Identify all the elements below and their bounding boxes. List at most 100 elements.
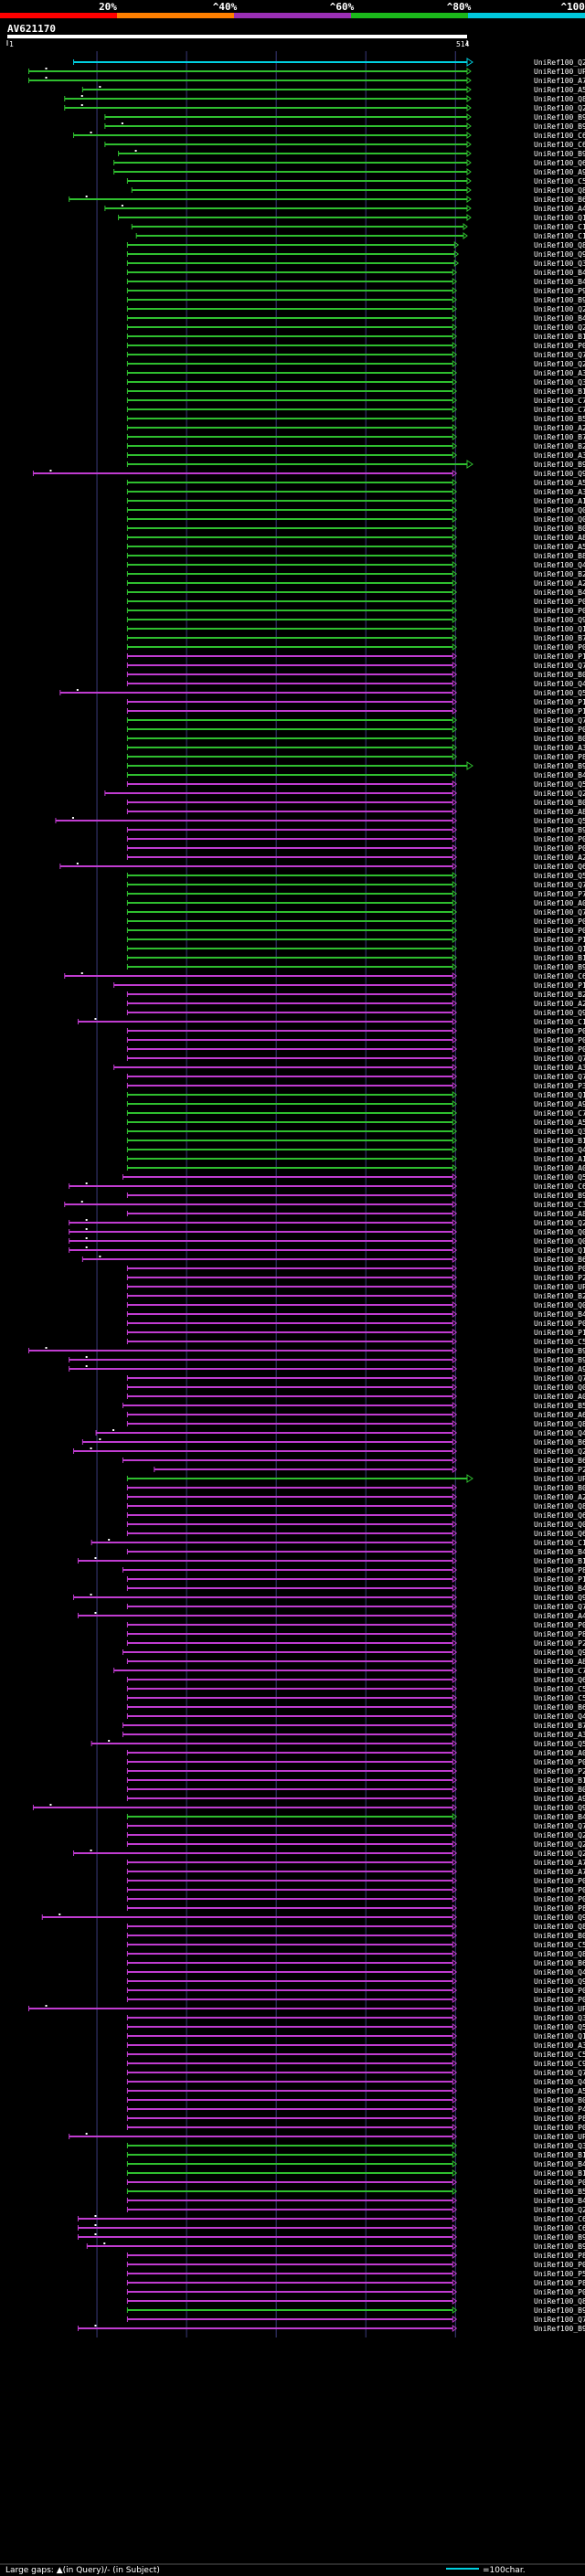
hit-row[interactable]: UniRef100_B5IMX4 (126, 415, 585, 423)
hit-row[interactable]: UniRef100_B0JUB3 (126, 735, 585, 743)
hit-label[interactable]: UniRef100_P51320 (534, 2270, 585, 2278)
hit-label[interactable]: UniRef100_P13106 (534, 707, 585, 716)
hit-label[interactable]: UniRef100_Q2HZ23 (534, 58, 585, 67)
hit-label[interactable]: UniRef100_B0CCV6 (534, 1786, 585, 1794)
hit-label[interactable]: UniRef100_B1WQ49 (534, 333, 585, 341)
hit-label[interactable]: UniRef100_A9TW10 (534, 168, 585, 176)
hit-row[interactable]: UniRef100_A7NWN4 (28, 77, 585, 85)
hit-label[interactable]: UniRef100_P00236 (534, 1027, 585, 1035)
hit-row[interactable]: UniRef100_Q8MPE8 (126, 1420, 585, 1428)
hit-label[interactable]: UniRef100_B0JNL8 (534, 2096, 585, 2104)
hit-label[interactable]: UniRef100_A9RK25 (534, 1365, 585, 1373)
hit-row[interactable]: UniRef100_P81372 (126, 2115, 585, 2123)
hit-row[interactable]: UniRef100_C1N708 (90, 1539, 585, 1547)
hit-row[interactable]: UniRef100_P49522 (126, 2105, 585, 2114)
hit-label[interactable]: UniRef100_Q46JB3 (534, 1712, 585, 1721)
hit-label[interactable]: UniRef100_Q76510 (534, 1374, 585, 1383)
hit-row[interactable]: UniRef100_B2J4G5 (126, 991, 585, 999)
hit-label[interactable]: UniRef100_P14936 (534, 1329, 585, 1337)
hit-row[interactable]: UniRef100_Q2JL57 (126, 305, 585, 313)
hit-row[interactable]: UniRef100_A3VYQ1 (126, 2041, 585, 2050)
hit-label[interactable]: UniRef100_Q39FP4 (534, 260, 585, 268)
hit-label[interactable]: UniRef100_B5IMX4 (534, 415, 585, 423)
hit-label[interactable]: UniRef100_Q15B62 (534, 1246, 585, 1255)
hit-label[interactable]: UniRef100_C1N708 (534, 1539, 585, 1547)
hit-row[interactable]: UniRef100_Q0CP28 (126, 1301, 585, 1309)
hit-row[interactable]: UniRef100_B2J4D7 (126, 1292, 585, 1300)
hit-label[interactable]: UniRef100_P00254 (534, 726, 585, 734)
hit-row[interactable]: UniRef100_B5HQ30 (122, 1402, 585, 1410)
hit-label[interactable]: UniRef100_Q6T2F4 (534, 1676, 585, 1684)
hit-label[interactable]: UniRef100_P06451 (534, 927, 585, 935)
hit-row[interactable]: UniRef100_B1XLE3 (126, 2169, 585, 2178)
hit-label[interactable]: UniRef100_A3VYQ1 (534, 2041, 585, 2050)
hit-row[interactable]: UniRef100_P27320 (154, 1466, 585, 1474)
hit-row[interactable]: UniRef100_C5YFU9 (126, 1338, 585, 1346)
hit-row[interactable]: UniRef100_A6MW30 (126, 1411, 585, 1419)
hit-label[interactable]: UniRef100_P00224 (534, 2124, 585, 2132)
hit-row[interactable]: UniRef100_UPI000... (28, 2005, 585, 2013)
hit-label[interactable]: UniRef100_P83524 (534, 1566, 585, 1574)
hit-row[interactable]: UniRef100_A2BT16 (126, 424, 585, 432)
hit-row[interactable]: UniRef100_Q75LK5 (126, 908, 585, 917)
hit-label[interactable]: UniRef100_Q9C7Y4 (534, 1804, 585, 1812)
hit-label[interactable]: UniRef100_B8HN18 (534, 552, 585, 560)
hit-label[interactable]: UniRef100_P27789 (534, 1639, 585, 1648)
hit-row[interactable]: UniRef100_B6SJU0 (69, 196, 585, 204)
hit-label[interactable]: UniRef100_C5WQF7 (534, 177, 585, 186)
hit-row[interactable]: UniRef100_P27787 (126, 1767, 585, 1776)
hit-row[interactable]: UniRef100_B5W0D9 (126, 2188, 585, 2196)
hit-row[interactable]: UniRef100_Q95SH4 (73, 1594, 585, 1602)
hit-row[interactable]: UniRef100_A5GV36 (126, 479, 585, 487)
hit-label[interactable]: UniRef100_Q5UWT5 (534, 2023, 585, 2031)
hit-label[interactable]: UniRef100_Q6FS2 (534, 1511, 585, 1520)
hit-label[interactable]: UniRef100_P00235 (534, 1045, 585, 1054)
hit-label[interactable]: UniRef100_Q23344 (534, 104, 585, 112)
hit-label[interactable]: UniRef100_Q7V2G7 (534, 716, 585, 725)
hit-label[interactable]: UniRef100_A2BY59 (534, 1000, 585, 1008)
hit-label[interactable]: UniRef100_B9YSZ1 (534, 762, 585, 770)
hit-label[interactable]: UniRef100_C5YFU9 (534, 1338, 585, 1346)
hit-row[interactable]: UniRef100_A5JZH0 (126, 2087, 585, 2095)
hit-row[interactable]: UniRef100_P83522 (126, 753, 585, 761)
hit-row[interactable]: UniRef100_C9RRC9 (126, 2060, 585, 2068)
hit-row[interactable]: UniRef100_P13967 (126, 652, 585, 661)
hit-label[interactable]: UniRef100_Q8U429 (534, 1502, 585, 1511)
hit-row[interactable]: UniRef100_P83505 (126, 1630, 585, 1638)
hit-row[interactable]: UniRef100_B9YRN6 (126, 2306, 585, 2315)
hit-label[interactable]: UniRef100_Q2KK48 (534, 790, 585, 798)
hit-label[interactable]: UniRef100_B1WYJ8 (534, 1776, 585, 1785)
hit-row[interactable]: UniRef100_Q4BI79 (126, 680, 585, 688)
hit-row[interactable]: UniRef100_Q6T2F4 (126, 1676, 585, 1684)
hit-row[interactable]: UniRef100_B7KJ91 (126, 634, 585, 642)
hit-label[interactable]: UniRef100_P15788 (534, 698, 585, 706)
hit-label[interactable]: UniRef100_B6K5K5 (534, 1457, 585, 1465)
hit-label[interactable]: UniRef100_B9HIK8 (534, 1356, 585, 1364)
hit-row[interactable]: UniRef100_Q2HZ21 (73, 1850, 585, 1858)
hit-row[interactable]: UniRef100_B1X1S1 (126, 1137, 585, 1145)
hit-label[interactable]: UniRef100_P00226 (534, 2261, 585, 2269)
hit-label[interactable]: UniRef100_B1PDK3 (534, 1557, 585, 1565)
hit-row[interactable]: UniRef100_Q01693 (69, 1237, 585, 1246)
hit-label[interactable]: UniRef100_A2BT16 (534, 424, 585, 432)
hit-label[interactable]: UniRef100_B6UC73 (534, 1703, 585, 1712)
hit-label[interactable]: UniRef100_C6TIJ0 (534, 2215, 585, 2223)
hit-label[interactable]: UniRef100_P0A3C7 (534, 607, 585, 615)
hit-label[interactable]: UniRef100_Q95SH4 (534, 1594, 585, 1602)
hit-label[interactable]: UniRef100_Q7V320 (534, 2316, 585, 2324)
hit-label[interactable]: UniRef100_A5B744 (534, 86, 585, 94)
hit-row[interactable]: UniRef100_P06669 (126, 1877, 585, 1885)
hit-label[interactable]: UniRef100_C6SX14 (534, 1182, 585, 1191)
hit-row[interactable]: UniRef100_A7V5T2 (126, 1859, 585, 1867)
hit-row[interactable]: UniRef100_A7V5T1 (126, 1868, 585, 1876)
hit-label[interactable]: UniRef100_Q8KJL1 (534, 2297, 585, 2306)
hit-label[interactable]: UniRef100_Q117L0 (534, 1091, 585, 1099)
hit-row[interactable]: UniRef100_A3IPR6 (122, 1731, 585, 1739)
hit-row[interactable]: UniRef100_A1KXM5 (126, 1155, 585, 1163)
hit-row[interactable]: UniRef100_B9HG77 (77, 2233, 585, 2242)
hit-row[interactable]: UniRef100_Q7VAN6 (126, 1055, 585, 1063)
hit-label[interactable]: UniRef100_Q4VT91 (534, 1429, 585, 1437)
hit-label[interactable]: UniRef100_B9YVR9 (534, 461, 585, 469)
hit-label[interactable]: UniRef100_B9RTR5 (534, 113, 585, 122)
hit-row[interactable]: UniRef100_A2C718 (126, 579, 585, 588)
